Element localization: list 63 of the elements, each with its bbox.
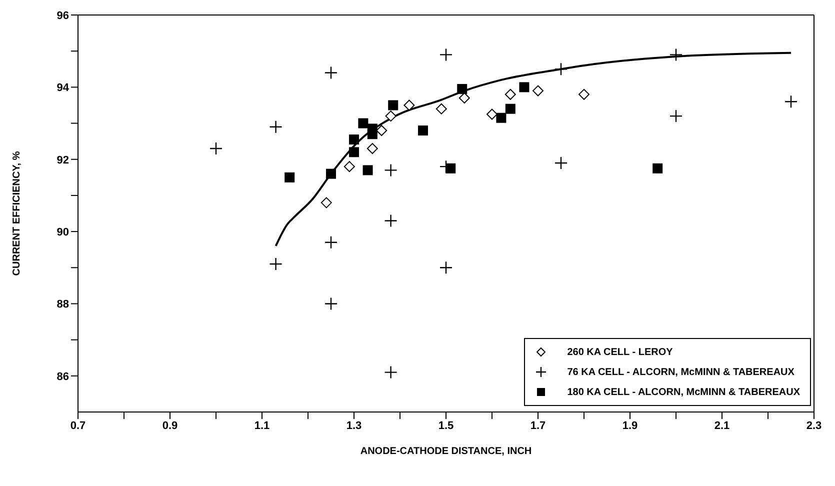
point bbox=[384, 214, 398, 228]
y-tick-label: 86 bbox=[56, 370, 69, 383]
point bbox=[669, 48, 683, 62]
point bbox=[532, 85, 544, 96]
x-tick-label: 1.5 bbox=[438, 420, 454, 432]
point bbox=[269, 257, 282, 271]
point bbox=[554, 156, 568, 170]
legend-label: 76 KA CELL - ALCORN, McMINN & TABEREAUX bbox=[567, 366, 794, 378]
y-axis-title: CURRENT EFFICIENCY, % bbox=[12, 151, 23, 276]
x-tick-label: 2.1 bbox=[714, 420, 730, 432]
point bbox=[578, 88, 590, 100]
point bbox=[404, 100, 415, 111]
point bbox=[458, 92, 470, 104]
y-tick-label: 88 bbox=[56, 298, 69, 311]
point bbox=[439, 48, 453, 62]
point bbox=[554, 62, 568, 76]
point bbox=[418, 125, 428, 136]
point bbox=[784, 95, 798, 108]
x-tick-label: 1.1 bbox=[254, 420, 270, 432]
x-tick-label: 1.3 bbox=[346, 420, 362, 432]
point bbox=[457, 84, 468, 94]
x-tick-label: 0.9 bbox=[162, 420, 178, 432]
point bbox=[384, 164, 398, 177]
x-tick-label: 1.7 bbox=[530, 420, 546, 432]
point bbox=[496, 112, 506, 123]
y-tick-label: 96 bbox=[56, 10, 69, 22]
point bbox=[652, 163, 663, 174]
legend-label: 180 KA CELL - ALCORN, McMINN & TABEREAUX bbox=[567, 386, 800, 398]
point bbox=[505, 104, 516, 114]
point bbox=[385, 110, 396, 122]
point bbox=[367, 129, 378, 140]
point bbox=[324, 297, 338, 310]
point bbox=[324, 236, 338, 249]
point bbox=[209, 142, 223, 156]
y-tick-label: 90 bbox=[56, 226, 69, 238]
point bbox=[388, 100, 398, 110]
point bbox=[504, 88, 516, 100]
point bbox=[269, 120, 282, 134]
point bbox=[669, 109, 683, 123]
point bbox=[284, 172, 295, 182]
point bbox=[519, 82, 530, 92]
point bbox=[349, 134, 359, 145]
y-tick-label: 94 bbox=[56, 82, 70, 94]
point bbox=[486, 108, 498, 120]
point bbox=[320, 197, 332, 208]
point bbox=[358, 118, 368, 128]
x-tick-label: 1.9 bbox=[622, 420, 638, 432]
x-tick-label: 2.3 bbox=[806, 420, 822, 432]
point bbox=[324, 66, 338, 80]
point bbox=[366, 143, 378, 154]
point bbox=[349, 147, 359, 158]
point bbox=[439, 261, 453, 274]
point bbox=[344, 161, 355, 172]
point bbox=[376, 124, 388, 136]
x-tick-label: 0.7 bbox=[70, 420, 86, 432]
x-axis-title: ANODE-CATHODE DISTANCE, INCH bbox=[360, 446, 532, 457]
line-series bbox=[274, 52, 792, 247]
y-tick-label: 92 bbox=[56, 154, 69, 166]
point bbox=[362, 165, 373, 176]
legend-label: 260 KA CELL - LEROY bbox=[567, 346, 673, 358]
point bbox=[436, 103, 447, 114]
point bbox=[384, 366, 398, 379]
point bbox=[326, 168, 336, 179]
